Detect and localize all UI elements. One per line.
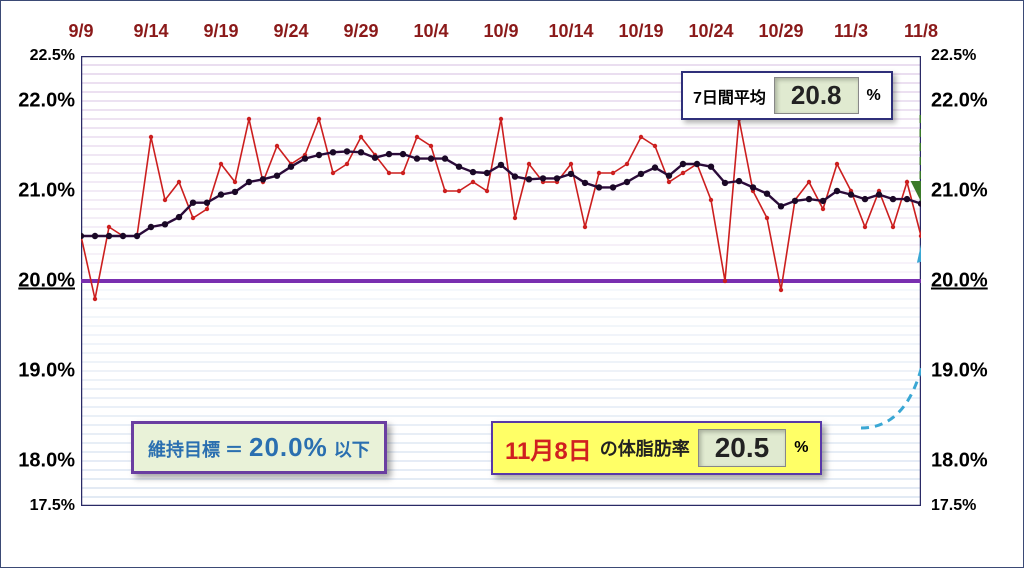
x-tick-label: 11/3 (834, 21, 868, 42)
current-unit: % (794, 439, 808, 457)
x-tick-label: 10/24 (688, 21, 733, 42)
target-callout-box: 維持目標 ＝ 20.0% 以下 (131, 421, 387, 474)
x-tick-label: 10/4 (413, 21, 448, 42)
y-tick-label: 22.0% (13, 90, 75, 113)
current-date: 11月8日 (505, 431, 592, 466)
x-tick-label: 9/24 (273, 21, 308, 42)
avg-label: 7日間平均 (693, 84, 766, 108)
target-label-suffix: 以下 (334, 436, 370, 462)
y-tick-label: 21.0% (13, 180, 75, 203)
x-tick-label: 9/19 (203, 21, 238, 42)
current-label: の体脂肪率 (600, 435, 690, 461)
y-tick-label: 18.0% (931, 450, 1001, 473)
x-tick-label: 10/9 (483, 21, 518, 42)
avg-callout-box: 7日間平均 20.8 % (681, 71, 893, 120)
y-tick-label: 17.5% (931, 497, 1001, 515)
avg-unit: % (867, 87, 881, 105)
target-value: 20.0% (249, 432, 328, 463)
y-tick-label: 18.0% (13, 450, 75, 473)
y-tick-label: 17.5% (13, 497, 75, 515)
x-tick-label: 10/19 (618, 21, 663, 42)
current-value: 20.5 (698, 429, 787, 467)
chart-frame: 9/9 9/14 9/19 9/24 9/29 10/4 10/9 10/14 10/19 10/… (0, 0, 1024, 568)
y-tick-label: 20.0% (931, 270, 1001, 293)
y-tick-label: 19.0% (931, 360, 1001, 383)
x-axis-labels: 9/99/149/199/249/2910/410/910/1410/1910/… (81, 21, 921, 51)
x-tick-label: 10/29 (758, 21, 803, 42)
x-tick-label: 9/29 (343, 21, 378, 42)
x-tick-label: 11/8 (904, 21, 938, 42)
avg-value: 20.8 (774, 77, 859, 114)
y-tick-label: 22.5% (931, 47, 1001, 65)
y-tick-label: 21.0% (931, 180, 1001, 203)
y-tick-label: 22.5% (13, 47, 75, 65)
x-tick-label: 9/14 (133, 21, 168, 42)
current-value-box: 11月8日 の体脂肪率 20.5 % (491, 421, 822, 475)
y-tick-label: 22.0% (931, 90, 1001, 113)
x-tick-label: 9/9 (68, 21, 93, 42)
y-tick-label: 20.0% (13, 270, 75, 293)
x-tick-label: 10/14 (548, 21, 593, 42)
y-tick-label: 19.0% (13, 360, 75, 383)
target-label-prefix: 維持目標 ＝ (148, 436, 243, 462)
